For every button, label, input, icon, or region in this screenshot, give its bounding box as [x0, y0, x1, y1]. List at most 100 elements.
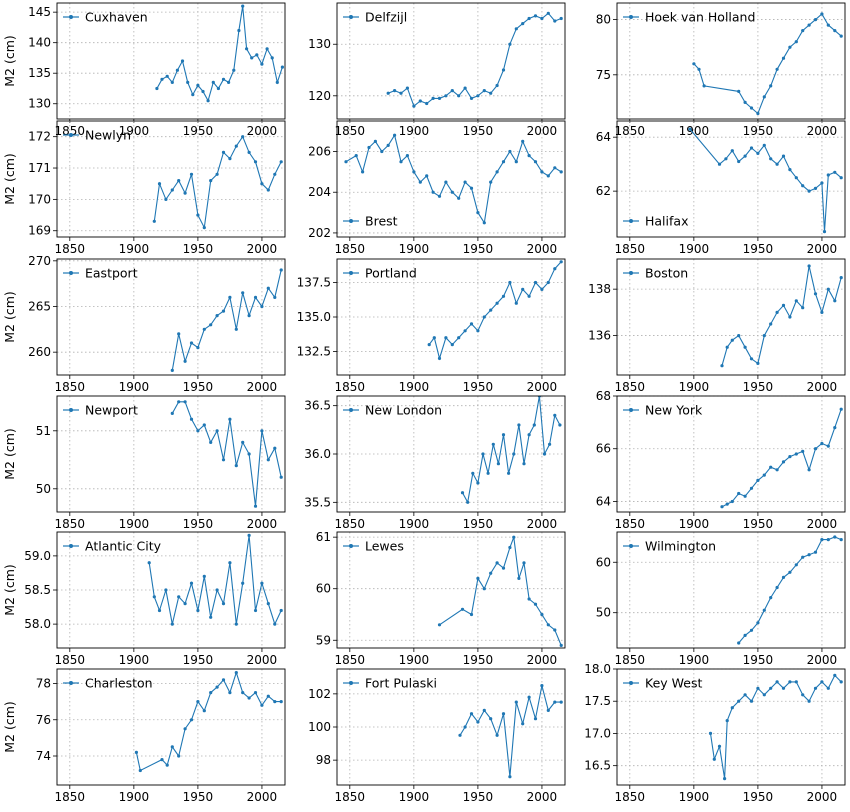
data-point	[147, 561, 151, 565]
data-point	[160, 77, 164, 81]
y-tick-label: 62	[596, 184, 611, 198]
data-point	[270, 56, 274, 60]
data-point	[279, 700, 283, 704]
data-point	[469, 712, 474, 716]
data-point	[437, 356, 442, 360]
data-point	[405, 154, 409, 158]
legend: Cuxhaven	[63, 10, 148, 25]
data-point	[833, 673, 837, 678]
data-point	[412, 170, 416, 174]
data-point	[260, 62, 264, 66]
data-point	[813, 186, 818, 190]
data-point	[542, 452, 547, 456]
data-point	[177, 179, 181, 183]
x-tick-label: 1950	[183, 517, 214, 531]
x-tick-label: 1900	[399, 380, 430, 394]
plot-frame	[616, 120, 846, 238]
data-point	[553, 19, 557, 23]
plot-frame	[336, 531, 566, 649]
legend-label: Boston	[645, 266, 688, 281]
y-tick-label: 265	[28, 299, 51, 313]
data-point	[247, 696, 251, 700]
data-point	[138, 768, 142, 773]
data-point	[737, 334, 741, 338]
data-point	[232, 68, 236, 72]
data-point	[431, 190, 435, 194]
data-point	[160, 758, 164, 762]
x-tick-label: 1950	[183, 124, 214, 138]
data-point	[266, 602, 270, 606]
x-tick-label: 2000	[527, 790, 558, 804]
y-tick-label: 60	[316, 582, 331, 596]
data-point	[460, 491, 465, 495]
y-tick-label: 202	[308, 226, 331, 240]
legend-marker	[349, 271, 353, 275]
data-point	[514, 301, 518, 305]
data-point	[170, 622, 174, 626]
data-point	[209, 615, 213, 619]
data-point	[215, 314, 219, 318]
data-point	[820, 441, 824, 446]
data-point	[527, 294, 531, 298]
data-point	[527, 597, 531, 601]
data-point	[245, 47, 249, 51]
data-point	[476, 576, 480, 581]
x-tick-label: 1850	[55, 242, 86, 256]
panel-brest: 1850 1900 1950 2000 202 204 206 Brest	[308, 120, 566, 256]
data-point	[476, 720, 480, 724]
data-point	[527, 16, 531, 21]
legend-marker	[69, 408, 73, 412]
y-tick-label: 64	[596, 494, 611, 508]
data-point	[813, 292, 818, 296]
data-point	[762, 143, 766, 147]
legend-marker	[349, 219, 353, 223]
data-point	[833, 170, 837, 174]
data-point	[813, 550, 818, 554]
data-point	[250, 56, 254, 60]
data-point	[826, 444, 830, 448]
data-point	[463, 180, 467, 184]
data-point	[432, 336, 436, 340]
y-tick-label: 204	[308, 185, 331, 199]
y-tick-label: 98	[316, 753, 331, 767]
data-point	[826, 686, 830, 690]
legend-marker	[349, 544, 353, 548]
data-point	[247, 314, 251, 318]
x-tick-label: 1950	[743, 517, 774, 531]
data-point	[723, 777, 727, 781]
y-tick-label: 120	[308, 89, 331, 103]
data-point	[228, 691, 232, 695]
data-point	[177, 332, 181, 336]
data-point	[495, 83, 499, 88]
data-point	[839, 176, 843, 180]
data-point	[820, 12, 824, 16]
x-tick-label: 1850	[335, 790, 366, 804]
data-point	[532, 423, 536, 427]
x-tick-label: 1950	[463, 517, 494, 531]
data-point	[517, 576, 521, 581]
legend-marker	[349, 15, 353, 19]
data-point	[508, 149, 512, 154]
data-point	[196, 346, 200, 350]
data-point	[367, 145, 371, 150]
data-point	[521, 139, 525, 143]
y-tick-label: 100	[308, 720, 331, 734]
data-point	[527, 433, 531, 437]
data-point	[469, 186, 474, 190]
data-point	[720, 505, 724, 509]
legend-marker	[629, 15, 633, 19]
y-tick-label: 270	[28, 254, 51, 268]
data-point	[183, 191, 187, 195]
data-point	[813, 686, 818, 690]
data-point	[775, 585, 779, 590]
data-point	[418, 180, 422, 184]
data-point	[170, 745, 174, 749]
legend-marker	[629, 271, 633, 275]
y-tick-label: 18.0	[584, 662, 611, 676]
data-point	[501, 712, 506, 716]
data-point	[749, 357, 754, 361]
data-point	[241, 581, 245, 585]
legend-marker	[69, 271, 73, 275]
data-point	[489, 91, 493, 95]
data-point	[692, 62, 696, 66]
